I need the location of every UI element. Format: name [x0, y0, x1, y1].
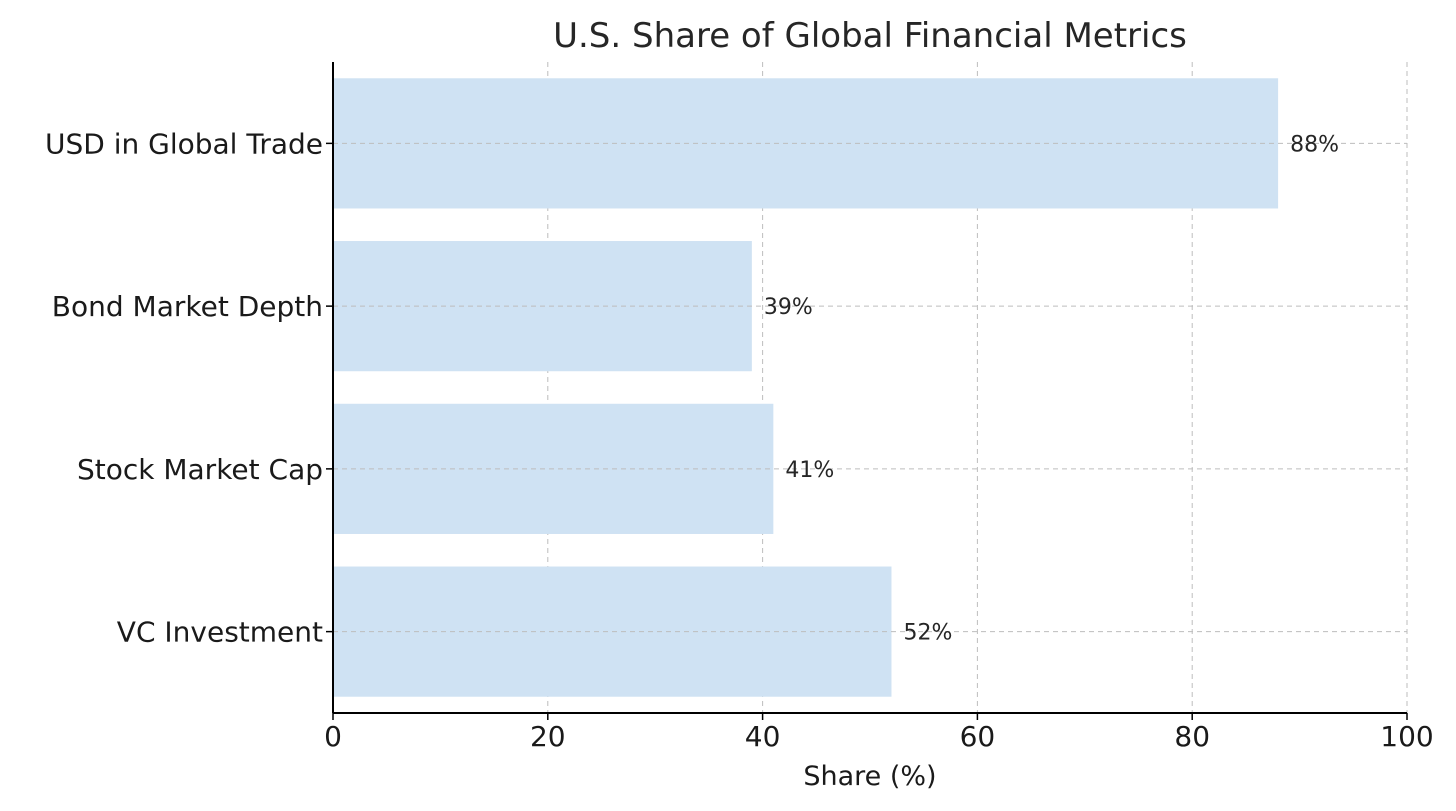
x-tick-label: 40 [745, 720, 781, 753]
bars-layer [333, 78, 1279, 697]
x-tick-label: 20 [530, 720, 566, 753]
x-tick-label: 0 [324, 720, 342, 753]
data-label: 52% [903, 621, 952, 646]
data-labels-layer: 88% 39% 41% 52% [764, 132, 1339, 645]
x-tick-label: 60 [960, 720, 996, 753]
data-label: 88% [1290, 132, 1339, 157]
data-label: 39% [764, 295, 813, 320]
x-tick-label: 80 [1174, 720, 1210, 753]
data-label: 41% [785, 458, 834, 483]
y-tick-label: Stock Market Cap [77, 453, 323, 486]
y-tick-label: VC Investment [117, 616, 323, 649]
axes-layer: USD in Global Trade Bond Market Depth Stoc… [45, 62, 1434, 753]
x-axis-label: Share (%) [803, 761, 936, 792]
chart-title: U.S. Share of Global Financial Metrics [553, 16, 1187, 56]
x-tick-label: 100 [1380, 720, 1433, 753]
y-tick-label: USD in Global Trade [45, 127, 323, 160]
y-tick-label: Bond Market Depth [52, 290, 323, 323]
